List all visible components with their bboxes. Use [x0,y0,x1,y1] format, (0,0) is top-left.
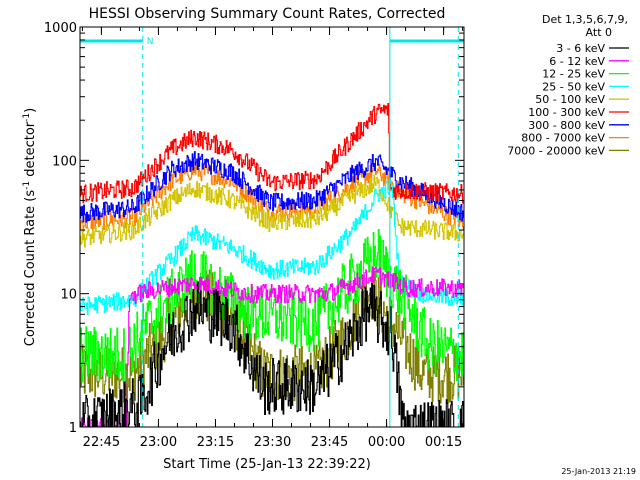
x-tick-label: 23:15 [197,435,234,450]
legend-label: 25 - 50 keV [542,80,605,93]
y-axis-label: Corrected Count Rate (s-1 detector-1) [22,108,38,346]
series-line-1 [80,266,464,427]
x-axis-label: Start Time (25-Jan-13 22:39:22) [163,457,371,472]
night-marker: N [147,37,154,47]
legend-label: 800 - 7000 keV [521,132,605,145]
series-line-2 [80,229,464,385]
x-axis: 22:45 23:00 23:15 23:30 23:45 00:00 00:15 [81,27,464,450]
y-tick-label: 1 [69,421,77,436]
legend-label: 7000 - 20000 keV [507,144,605,157]
series-line-6 [80,151,464,223]
chart-title: HESSI Observing Summary Count Rates, Cor… [89,6,446,22]
series-line-0 [80,281,464,427]
x-tick-label: 23:45 [311,435,348,450]
y-tick-label: 1000 [44,21,77,36]
plot-frame [79,26,465,428]
legend-label: 6 - 12 keV [549,55,605,68]
footer-date: 25-Jan-2013 21:19 [561,467,636,476]
y-tick-label: 100 [52,154,77,169]
legend-label: 12 - 25 keV [542,68,605,81]
legend-header-line-1: Det 1,3,5,6,7,9, [542,13,628,26]
y-axis: 1 10 100 1000 [44,21,464,436]
x-tick-label: 22:45 [83,435,120,450]
plot-area: N [80,27,464,427]
legend-header-line-2: Att 0 [586,26,612,39]
legend-label: 50 - 100 keV [535,93,605,106]
legend-label: 300 - 800 keV [528,119,605,132]
x-tick-label: 23:00 [140,435,177,450]
x-tick-label: 00:15 [425,435,462,450]
series-line-5 [80,103,464,204]
legend-label: 3 - 6 keV [556,42,605,55]
series-line-4 [80,174,464,248]
x-tick-label: 00:00 [368,435,405,450]
y-tick-label: 10 [60,288,77,303]
x-tick-label: 23:30 [254,435,291,450]
legend-label: 100 - 300 keV [528,106,605,119]
